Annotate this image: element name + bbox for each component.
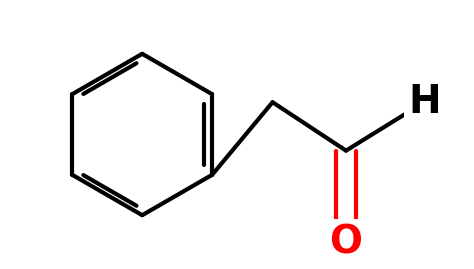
Text: H: H [408, 83, 440, 121]
Text: O: O [329, 223, 363, 261]
